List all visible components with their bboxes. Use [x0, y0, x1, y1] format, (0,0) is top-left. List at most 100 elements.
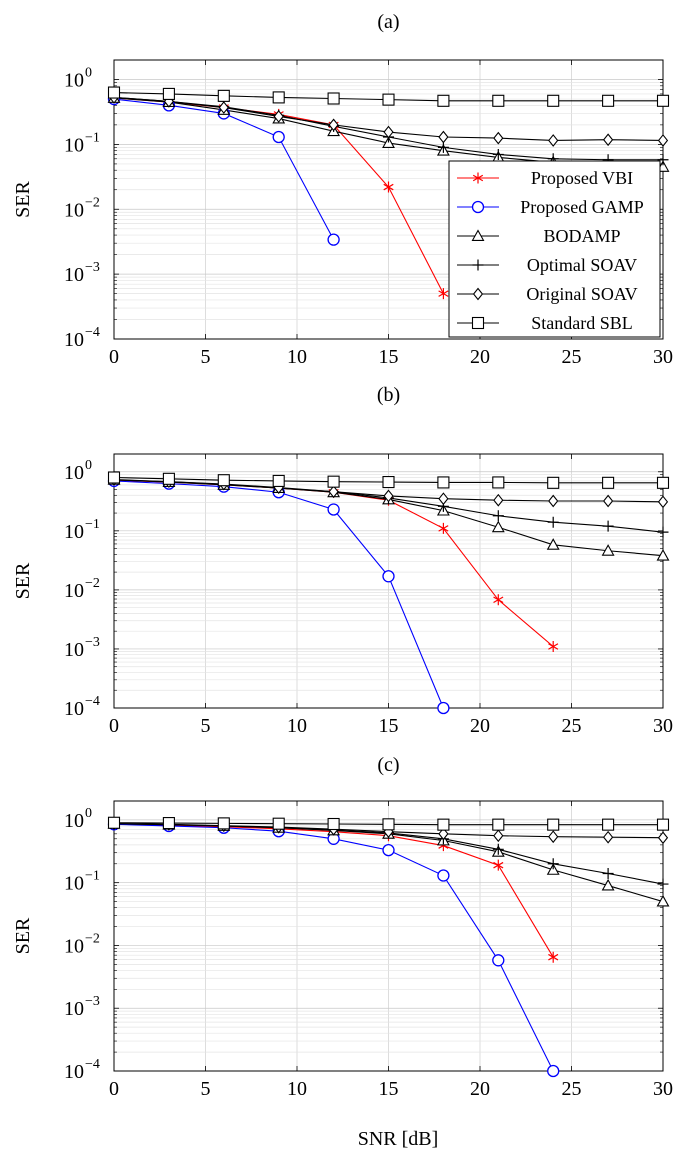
y-tick-label: 10	[64, 873, 84, 895]
data-point	[438, 492, 449, 506]
legend: Proposed VBI Proposed GAMP BODAMP Optimal S…	[448, 160, 661, 338]
y-tick-exponent: −1	[85, 130, 100, 145]
x-tick-label: 20	[470, 346, 490, 368]
data-point	[327, 817, 340, 831]
data-point	[548, 951, 559, 963]
data-point	[548, 134, 559, 147]
data-point	[437, 94, 450, 107]
data-point	[657, 831, 669, 845]
data-point	[162, 87, 175, 100]
x-tick-label: 10	[287, 1078, 307, 1100]
x-tick-label: 20	[470, 715, 490, 737]
x-tick-label: 0	[109, 346, 119, 368]
data-point	[437, 476, 450, 489]
data-point	[273, 110, 284, 123]
y-tick-exponent: 0	[85, 66, 92, 81]
y-tick-exponent: −3	[85, 635, 100, 650]
data-point	[162, 472, 175, 485]
legend-box	[448, 160, 661, 338]
y-tick-exponent: −1	[85, 517, 100, 532]
data-point	[602, 476, 615, 489]
legend-marker	[472, 287, 484, 301]
data-point	[547, 1064, 560, 1078]
data-point	[162, 817, 175, 830]
y-tick-label: 10	[64, 462, 84, 484]
marker-layer	[107, 816, 670, 1078]
y-tick-label: 10	[64, 329, 84, 351]
data-point	[602, 94, 615, 107]
data-point	[547, 818, 560, 831]
x-tick-label: 15	[379, 1078, 399, 1100]
data-point	[656, 818, 670, 831]
data-point	[438, 522, 449, 534]
data-point	[548, 494, 559, 508]
data-point	[602, 520, 614, 532]
y-tick-exponent: −4	[85, 325, 100, 340]
data-point	[327, 233, 340, 246]
data-point	[382, 818, 395, 831]
data-point	[327, 92, 340, 105]
y-tick-exponent: −3	[85, 994, 100, 1009]
data-point	[272, 130, 285, 144]
data-point	[382, 475, 395, 489]
data-point	[492, 510, 504, 522]
data-point	[602, 830, 614, 844]
legend-label: Proposed GAMP	[520, 197, 644, 217]
legend-label: Original SOAV	[526, 284, 637, 304]
data-point	[492, 476, 505, 489]
data-point	[383, 489, 394, 503]
y-tick-label: 10	[64, 134, 84, 156]
y-tick-label: 10	[64, 70, 84, 92]
y-axis-label: SER	[12, 181, 34, 218]
y-tick-exponent: −3	[85, 260, 100, 275]
data-point	[328, 485, 339, 499]
legend-marker	[471, 316, 485, 330]
data-point	[272, 817, 285, 830]
data-point	[328, 118, 339, 132]
data-point	[437, 141, 449, 153]
x-tick-label: 25	[562, 1078, 582, 1100]
grid	[113, 800, 664, 1072]
y-tick-label: 10	[64, 521, 84, 543]
data-point	[437, 701, 450, 715]
data-point	[218, 101, 229, 114]
data-point	[657, 878, 669, 890]
legend-marker	[472, 172, 484, 184]
y-tick-label: 10	[64, 698, 84, 720]
y-tick-exponent: −2	[85, 576, 100, 591]
panel-title: (b)	[377, 384, 400, 406]
x-tick-label: 20	[470, 1078, 490, 1100]
y-tick-exponent: −2	[85, 195, 100, 210]
data-point	[492, 843, 504, 855]
data-point	[272, 91, 285, 104]
x-tick-label: 10	[287, 715, 307, 737]
legend-marker	[471, 229, 485, 241]
y-tick-exponent: −4	[85, 1057, 100, 1072]
data-point	[493, 131, 504, 145]
y-tick-label: 10	[64, 199, 84, 221]
x-tick-label: 30	[653, 715, 673, 737]
x-tick-label: 5	[201, 346, 211, 368]
data-point	[327, 475, 340, 488]
data-point	[217, 474, 230, 487]
data-point	[438, 130, 449, 144]
data-point	[656, 94, 670, 107]
data-point	[438, 288, 449, 300]
data-point	[492, 94, 505, 107]
y-tick-exponent: −1	[85, 869, 100, 884]
data-point	[107, 471, 121, 484]
data-point	[602, 494, 614, 508]
data-point	[601, 544, 615, 556]
data-point	[548, 641, 559, 652]
data-point	[547, 94, 560, 107]
data-point	[492, 818, 505, 831]
data-point	[493, 859, 504, 871]
panel-title: (a)	[377, 11, 399, 33]
data-point	[656, 549, 670, 561]
y-tick-exponent: 0	[85, 806, 92, 821]
x-tick-label: 0	[109, 1078, 119, 1100]
x-tick-label: 0	[109, 715, 119, 737]
panel-title: (c)	[377, 754, 399, 776]
y-tick-exponent: −2	[85, 931, 100, 946]
data-point	[107, 86, 121, 99]
